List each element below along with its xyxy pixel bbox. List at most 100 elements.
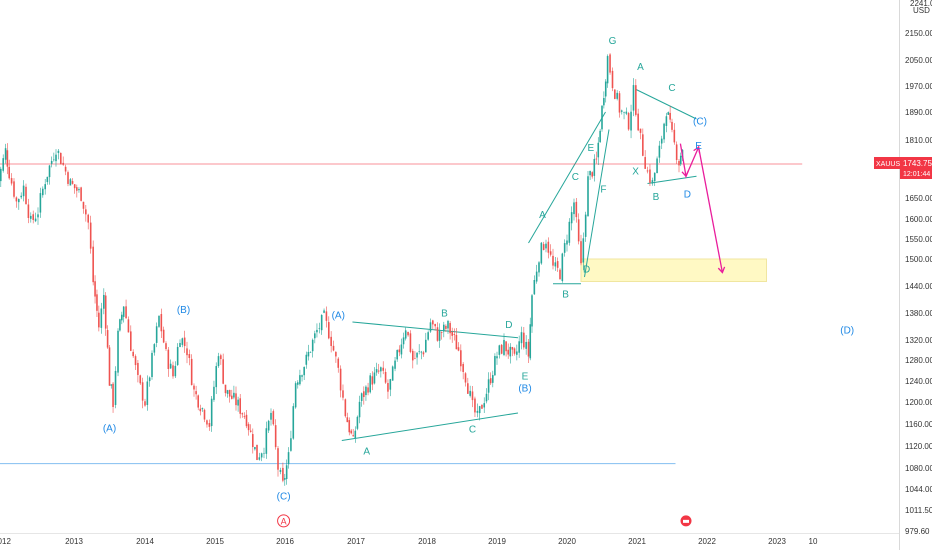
candle-body (73, 184, 76, 189)
candle-body (663, 123, 665, 140)
y-tick-label: 1650.00 (905, 194, 932, 203)
candle-body (673, 129, 676, 143)
candle-body (119, 319, 121, 331)
target-zone[interactable] (580, 258, 767, 282)
candle-body (509, 346, 512, 357)
candle-body (222, 359, 224, 384)
candle-body (422, 352, 425, 355)
wave-label: E (695, 141, 702, 152)
candle-body (369, 375, 371, 393)
y-tick-label: 1320.00 (905, 336, 932, 345)
candle-body (563, 243, 566, 253)
candle-body (387, 383, 389, 392)
candle-body (323, 310, 325, 313)
candle-body (587, 176, 589, 217)
candle-body (637, 113, 639, 131)
candle-body (76, 187, 78, 191)
candle-body (64, 166, 67, 172)
candle-body (440, 332, 443, 333)
candle-body (318, 328, 321, 329)
candle-body (215, 366, 218, 388)
candle-body (377, 370, 380, 372)
candle-body (167, 349, 170, 369)
candle-body (580, 241, 582, 264)
candle-body (125, 306, 127, 319)
candle-body (228, 389, 231, 397)
trendline[interactable] (635, 88, 697, 120)
candle-body (649, 169, 651, 183)
circle-badge[interactable] (277, 514, 291, 528)
y-tick-label: 1080.00 (905, 464, 932, 473)
candle-body (653, 172, 656, 182)
candle-body (346, 417, 349, 423)
y-tick-label: 1280.00 (905, 356, 932, 365)
candle-body (272, 411, 275, 425)
candle-body (87, 214, 89, 223)
trendline[interactable] (528, 111, 606, 244)
wave-label: C (668, 83, 675, 94)
trendline[interactable] (584, 129, 610, 278)
candle-body (183, 337, 186, 347)
candle-body (365, 386, 367, 396)
candle-body (492, 375, 494, 383)
candle-body (348, 420, 351, 433)
candle-body (642, 134, 644, 156)
y-tick-label: 1550.00 (905, 235, 932, 244)
time-axis: 2012 2013 2014 2015 2016 2017 2018 2019 2020 2021… (0, 537, 818, 546)
last-price-value: 1743.75 (903, 159, 932, 168)
candle-body (103, 294, 105, 309)
wave-label: A (539, 210, 546, 221)
candle-body (320, 314, 323, 331)
y-tick-label: 1380.00 (905, 309, 932, 318)
candle-body (332, 345, 335, 351)
candle-body (10, 178, 13, 184)
wave-label: (C) (693, 116, 707, 127)
candle-body (0, 168, 2, 182)
candle-body (258, 457, 261, 460)
candle-body (516, 351, 518, 355)
candle-body (92, 246, 94, 283)
candle-body (373, 372, 376, 384)
candle-body (186, 348, 188, 356)
candle-body (67, 172, 69, 184)
circle-badge-label: A (281, 516, 287, 526)
candle-body (591, 172, 593, 177)
candle-body (256, 444, 258, 460)
projection-path[interactable] (679, 143, 724, 273)
candle-body (55, 154, 57, 162)
candle-body (327, 322, 330, 339)
candle-body (427, 332, 429, 340)
wave-label: (B) (518, 384, 531, 395)
candle-body (160, 314, 163, 332)
candle-body (85, 209, 87, 215)
candle-body (449, 323, 451, 334)
candle-body (193, 385, 195, 390)
wave-label: E (522, 371, 529, 382)
candle-body (217, 356, 220, 367)
candle-body (363, 391, 365, 398)
candle-body (307, 351, 310, 357)
candle-body (494, 356, 496, 376)
candle-body (350, 430, 353, 434)
candle-body (496, 356, 498, 359)
candle-body (50, 160, 53, 164)
candle-body (290, 438, 292, 451)
candle-body (589, 170, 591, 176)
candle-body (342, 390, 344, 398)
candle-body (554, 262, 557, 267)
candle-body (337, 358, 340, 368)
candle-body (568, 221, 571, 243)
candle-body (627, 113, 630, 130)
candle-body (151, 352, 153, 378)
candle-body (197, 395, 199, 408)
candle-body (400, 344, 403, 355)
trendline[interactable] (341, 412, 519, 441)
trendline[interactable] (647, 175, 697, 184)
x-tick-label: 10 (809, 537, 818, 546)
candle-body (561, 253, 564, 282)
candle-body (89, 222, 92, 249)
candle-body (632, 85, 635, 111)
candle-body (414, 358, 416, 359)
